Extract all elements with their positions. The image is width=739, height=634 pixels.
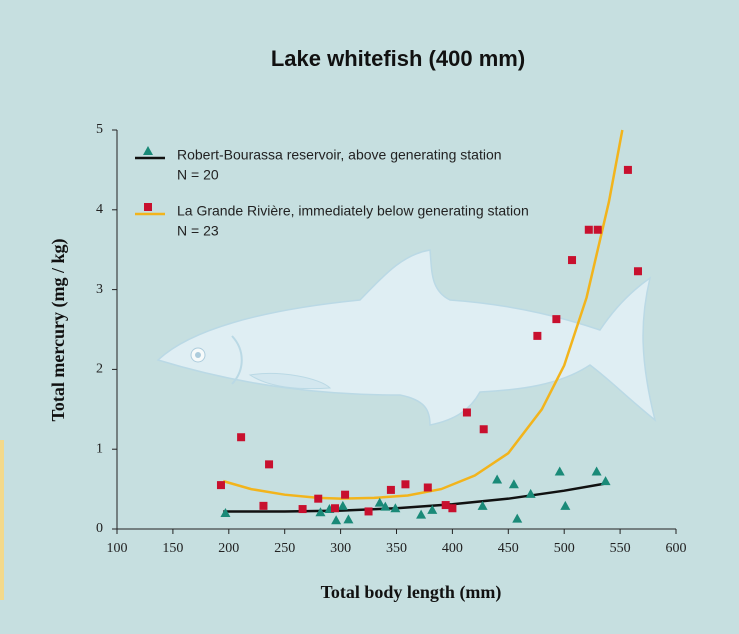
x-tick-label: 350 (386, 541, 407, 556)
data-point (585, 226, 593, 234)
x-tick-label: 400 (442, 541, 463, 556)
data-point (480, 425, 488, 433)
data-point (634, 267, 642, 275)
data-point (331, 504, 339, 512)
data-point (217, 481, 225, 489)
legend-note: N = 23 (177, 223, 219, 239)
data-point (314, 495, 322, 503)
data-point (533, 332, 541, 340)
data-point (463, 408, 471, 416)
data-point (424, 484, 432, 492)
y-tick-label: 3 (96, 282, 103, 297)
data-point (552, 315, 560, 323)
data-point (448, 504, 456, 512)
legend-note: N = 20 (177, 167, 219, 183)
data-point (568, 256, 576, 264)
y-tick-label: 1 (96, 441, 103, 456)
edge-accent (0, 440, 4, 600)
data-point (594, 226, 602, 234)
data-point (387, 486, 395, 494)
data-point (265, 460, 273, 468)
y-axis-label: Total mercury (mg / kg) (48, 239, 69, 422)
data-point (401, 480, 409, 488)
x-tick-label: 600 (666, 541, 687, 556)
x-axis-label: Total body length (mm) (321, 582, 502, 603)
x-tick-label: 250 (274, 541, 295, 556)
data-point (237, 433, 245, 441)
chart-title: Lake whitefish (400 mm) (271, 46, 525, 71)
y-tick-label: 0 (96, 521, 103, 536)
y-tick-label: 2 (96, 362, 103, 377)
y-tick-label: 4 (96, 202, 103, 217)
x-tick-label: 100 (107, 541, 128, 556)
chart: Lake whitefish (400 mm) Total body lengt… (0, 0, 739, 634)
data-point (624, 166, 632, 174)
x-tick-label: 200 (218, 541, 239, 556)
data-point (299, 505, 307, 513)
data-point (259, 502, 267, 510)
data-point (365, 507, 373, 515)
legend-marker (144, 203, 152, 211)
x-tick-label: 500 (554, 541, 575, 556)
x-tick-label: 450 (498, 541, 519, 556)
x-tick-label: 150 (162, 541, 183, 556)
y-tick-label: 5 (96, 122, 103, 137)
x-tick-label: 300 (330, 541, 351, 556)
legend-label: Robert-Bourassa reservoir, above generat… (177, 147, 502, 163)
data-point (341, 491, 349, 499)
x-tick-label: 550 (610, 541, 631, 556)
legend-label: La Grande Rivière, immediately below gen… (177, 203, 529, 219)
